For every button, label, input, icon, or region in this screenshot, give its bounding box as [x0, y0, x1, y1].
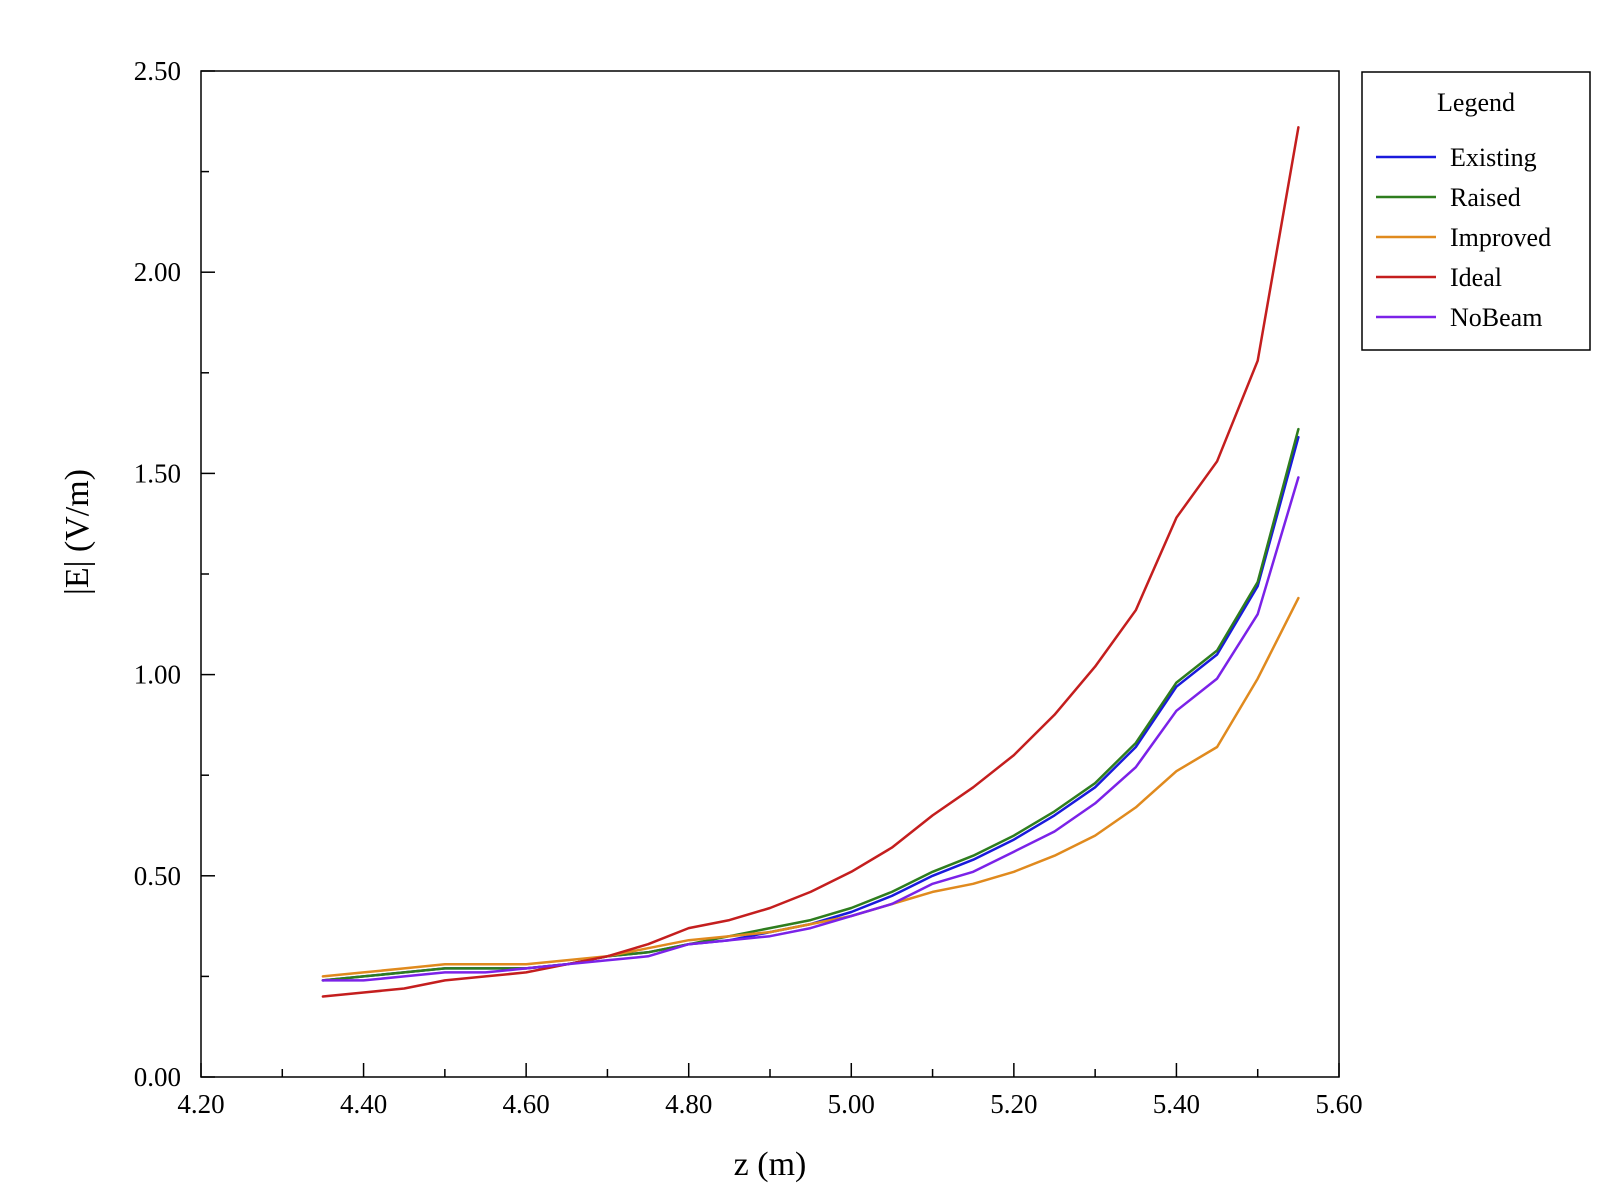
series-lines — [321, 126, 1300, 998]
legend-label-ideal: Ideal — [1450, 263, 1502, 292]
y-tick-label: 0.00 — [134, 1062, 181, 1092]
x-tick-label: 5.00 — [828, 1089, 875, 1119]
y-tick-label: 0.50 — [134, 861, 181, 891]
x-tick-label: 4.80 — [665, 1089, 712, 1119]
y-axis-ticks: 0.00 0.50 1.00 1.50 2.00 2.50 — [134, 56, 215, 1092]
y-axis-title: |E| (V/m) — [59, 469, 96, 595]
x-tick-label: 4.60 — [503, 1089, 550, 1119]
legend-label-raised: Raised — [1450, 183, 1521, 212]
x-axis-title: z (m) — [734, 1146, 807, 1183]
x-tick-label: 5.40 — [1153, 1089, 1200, 1119]
legend-label-improved: Improved — [1450, 223, 1551, 252]
x-axis-ticks: 4.20 4.40 4.60 4.80 5.00 5.20 5.40 5.60 — [177, 1063, 1363, 1119]
legend-title: Legend — [1437, 88, 1515, 117]
legend-label-existing: Existing — [1450, 143, 1537, 172]
x-tick-label: 4.20 — [177, 1089, 224, 1119]
y-tick-label: 2.50 — [134, 56, 181, 86]
plot-area — [200, 70, 1340, 1078]
x-tick-label: 5.20 — [990, 1089, 1037, 1119]
x-tick-label: 4.40 — [340, 1089, 387, 1119]
y-tick-label: 1.50 — [134, 458, 181, 488]
legend-items: Existing Raised Improved Ideal NoBeam — [1376, 143, 1551, 332]
x-tick-label: 5.60 — [1315, 1089, 1362, 1119]
series-line-raised — [321, 427, 1300, 982]
legend-label-nobeam: NoBeam — [1450, 303, 1542, 332]
series-line-ideal — [321, 126, 1300, 998]
legend-box — [1361, 71, 1591, 351]
legend: Legend Existing Raised Improved Ideal NoBeam — [1361, 71, 1591, 351]
y-tick-label: 1.00 — [134, 660, 181, 690]
y-tick-label: 2.00 — [134, 257, 181, 287]
series-line-improved — [321, 596, 1300, 978]
series-line-nobeam — [321, 476, 1300, 982]
